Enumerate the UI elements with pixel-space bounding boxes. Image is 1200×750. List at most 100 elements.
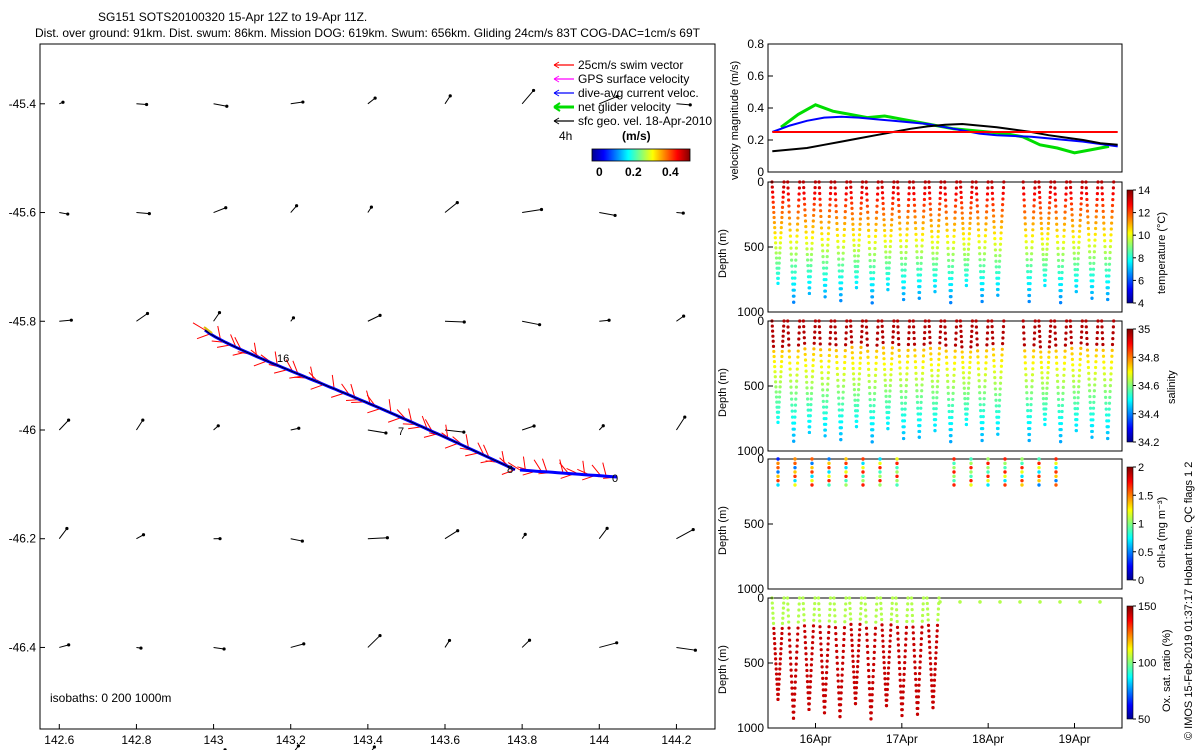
track-label-0: 0 xyxy=(612,473,618,485)
vel-ytick-3: 0.6 xyxy=(747,69,764,83)
geo-arrow xyxy=(294,744,301,750)
geo-arrow xyxy=(444,638,452,648)
cbar-tick-2-0: 0 xyxy=(1138,575,1144,587)
geo-arrow xyxy=(136,102,149,107)
temperature-cbar-label: temperature (°C) xyxy=(1156,212,1168,294)
chla-colorbar xyxy=(1126,466,1134,581)
map-colorbar-tick-0: 0 xyxy=(596,165,603,179)
geo-arrow xyxy=(213,103,229,108)
cbar-tick-2-1: 0.5 xyxy=(1138,547,1153,559)
track-label-16: 16 xyxy=(277,353,289,365)
cbar-tick-0-2: 8 xyxy=(1138,253,1144,265)
cbar-tick-3-0: 50 xyxy=(1138,714,1150,726)
time-xtick-3: 19Apr xyxy=(1058,732,1090,746)
salinity-cbar-label: salinity xyxy=(1166,370,1178,404)
swim-vector xyxy=(444,442,459,449)
colorbar-unit-label: (m/s) xyxy=(622,129,651,143)
geo-arrow xyxy=(367,536,389,540)
swim-vector xyxy=(388,399,392,414)
geo-arrow xyxy=(290,100,305,105)
swim-vector xyxy=(350,383,356,398)
swim-vector xyxy=(602,462,607,477)
profile-panel-2 xyxy=(776,457,1058,487)
vel-ytick-4: 0.8 xyxy=(747,37,764,51)
map-xtick-1: 142.8 xyxy=(121,733,151,747)
cbar-tick-1-3: 34.8 xyxy=(1138,352,1159,364)
vel-ytick-2: 0.4 xyxy=(747,101,764,115)
geo-arrow xyxy=(367,429,388,435)
geo-arrow xyxy=(136,533,146,540)
map-xtick-5: 143.6 xyxy=(430,733,460,747)
track-line xyxy=(204,329,516,471)
map-ytick-2: -45.8 xyxy=(9,314,37,328)
depth-ytick-3-0: 0 xyxy=(757,591,764,605)
legend-swim-vector: 25cm/s swim vector xyxy=(553,58,683,72)
map-ytick-0: -45.4 xyxy=(9,97,37,111)
map-xtick-2: 143 xyxy=(204,733,224,747)
velocity-ylabel: velocity magnitude (m/s) xyxy=(729,61,741,180)
geo-arrow xyxy=(136,212,151,216)
swim-vector xyxy=(292,360,299,375)
swim-vector xyxy=(522,456,526,471)
cbar-tick-1-4: 35 xyxy=(1138,324,1150,336)
geo-arrow xyxy=(371,745,376,750)
map-xtick-0: 142.6 xyxy=(44,733,74,747)
swim-vector xyxy=(310,366,314,381)
right-ticks: 00.20.40.60.8050010004681012140500100034… xyxy=(737,37,1159,746)
salinity-ylabel: Depth (m) xyxy=(717,368,729,417)
vel-ytick-0: 0 xyxy=(757,165,764,179)
geo-arrow xyxy=(521,638,532,648)
swim-vector xyxy=(465,434,469,449)
track-start-marker xyxy=(203,326,213,334)
swim-vector xyxy=(483,444,490,458)
cbar-tick-3-2: 150 xyxy=(1138,601,1156,613)
swim-vector xyxy=(253,360,268,367)
geo-arrow xyxy=(59,100,65,105)
legend-net-velocity: net glider velocity xyxy=(553,100,671,114)
geo-arrow xyxy=(598,424,605,431)
time-xtick-0: 16Apr xyxy=(799,732,831,746)
geo-arrow xyxy=(444,429,466,434)
legend-geo-label: sfc geo. vel. 18-Apr-2010 xyxy=(578,114,712,128)
geo-arrow xyxy=(59,318,73,322)
geo-arrow xyxy=(444,94,452,105)
geo-arrow xyxy=(676,646,697,652)
oxygen-cbar-label: Ox. sat. ratio (%) xyxy=(1161,629,1173,712)
imos-side-note: © IMOS 15-Feb-2019 01:37:17 Hobart time.… xyxy=(1183,462,1195,740)
swim-vector xyxy=(387,417,402,423)
cbar-tick-3-1: 100 xyxy=(1138,658,1156,670)
glider-track xyxy=(192,322,618,481)
geo-arrow xyxy=(58,418,71,431)
swim-vector xyxy=(477,442,485,456)
temperature-colorbar xyxy=(1126,189,1134,304)
geo-arrow xyxy=(213,646,226,651)
swim-vector xyxy=(559,459,564,474)
cbar-tick-0-1: 6 xyxy=(1138,275,1144,287)
geo-arrow xyxy=(676,415,687,431)
swim-vector xyxy=(192,322,206,331)
geo-arrow xyxy=(676,314,686,322)
depth-ytick-0-0: 0 xyxy=(757,175,764,189)
legend-gps-label: GPS surface velocity xyxy=(578,72,689,86)
geo-arrow xyxy=(367,96,377,105)
swim-vector xyxy=(310,384,325,390)
swim-vector xyxy=(533,459,542,472)
dac-track-segment xyxy=(519,468,618,479)
geo-arrow xyxy=(599,212,617,218)
swim-vector xyxy=(274,351,278,366)
swim-vector xyxy=(501,469,516,475)
geo-arrow xyxy=(290,642,306,648)
swim-vector xyxy=(217,325,221,340)
swim-vector xyxy=(331,374,335,389)
profile-panel-1 xyxy=(770,319,1116,444)
geo-arrow xyxy=(676,103,692,107)
geo-arrow xyxy=(521,532,527,540)
swim-vector xyxy=(367,408,381,414)
geo-arrow xyxy=(367,633,382,648)
map-axes xyxy=(39,43,716,730)
geo-arrow xyxy=(367,313,382,322)
geo-arrow xyxy=(213,424,220,431)
map-xtick-6: 143.8 xyxy=(507,733,537,747)
geo-arrow xyxy=(58,526,69,540)
geo-arrow xyxy=(290,316,296,322)
